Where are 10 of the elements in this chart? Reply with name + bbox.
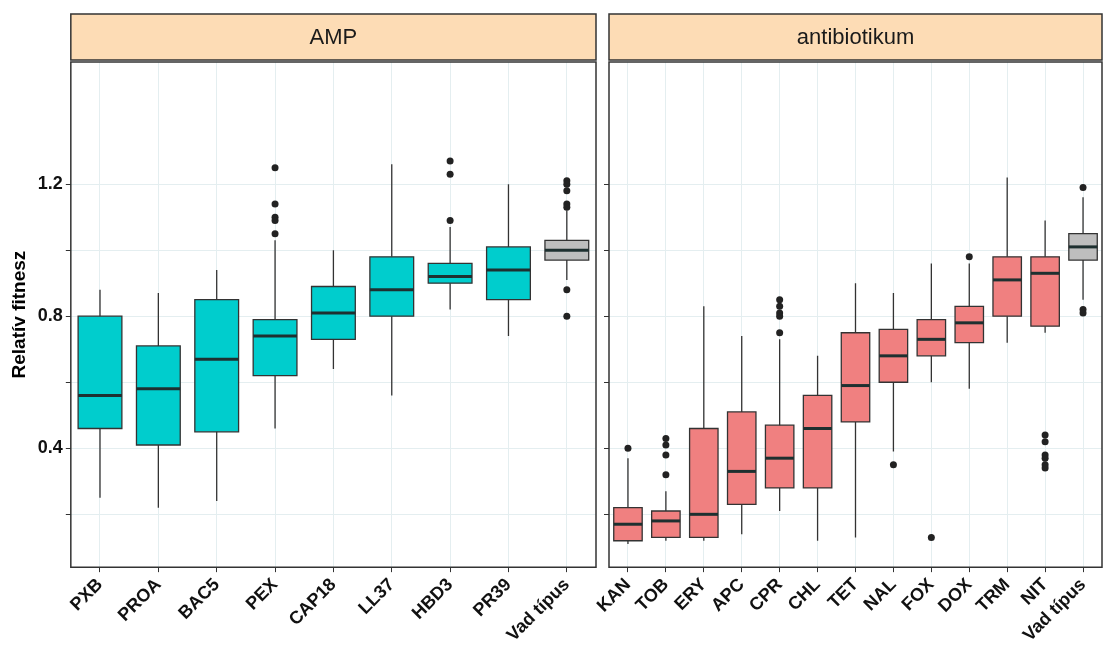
x-tick-label: TET [823, 573, 862, 613]
chart-title: antibiotikum [796, 24, 915, 50]
x-tick-label: CHL [783, 573, 824, 615]
chart-title: AMP [309, 24, 358, 50]
x-tick-label: NAL [859, 573, 900, 615]
y-axis-title: Relatív fitnesz [7, 250, 29, 379]
x-tick-label: TOB [631, 573, 673, 615]
y-tick-label: 0.8 [37, 305, 63, 326]
y-tick-label: 1.2 [37, 173, 63, 194]
y-tick-label: 0.4 [37, 437, 63, 458]
